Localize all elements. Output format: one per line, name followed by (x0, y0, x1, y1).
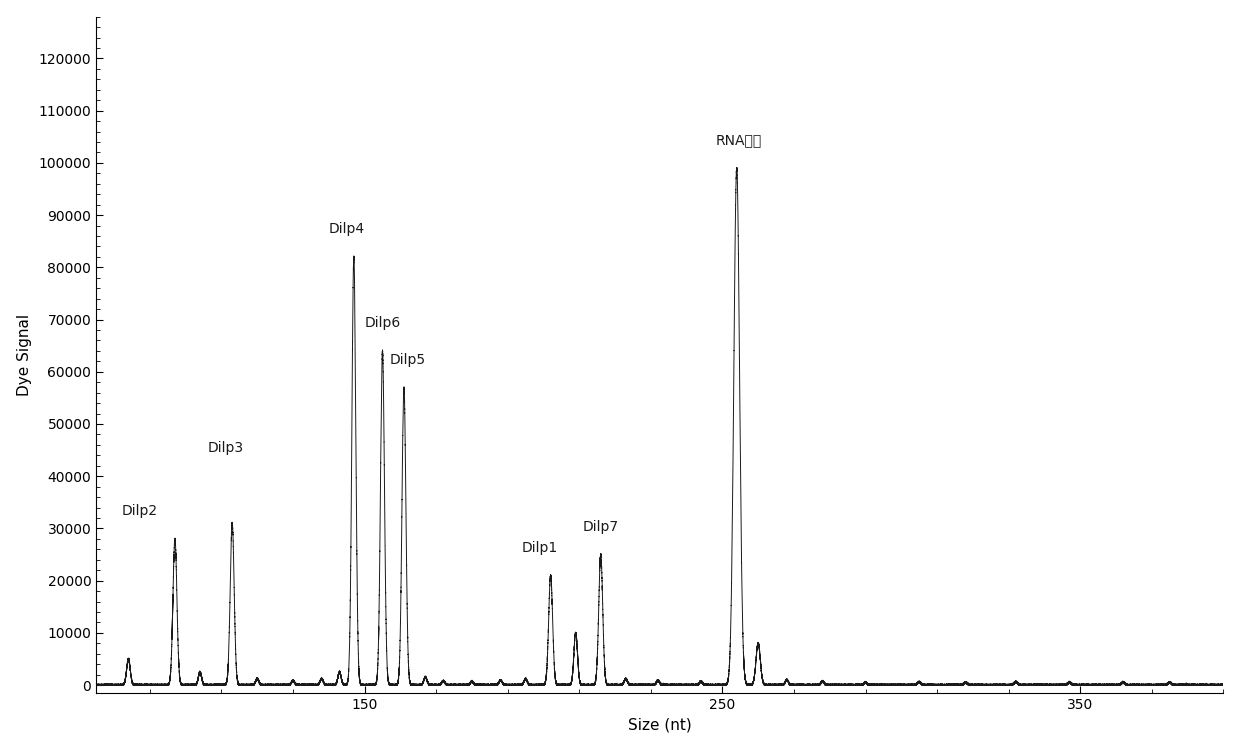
Text: Dilp3: Dilp3 (207, 441, 243, 455)
Text: RNA内参: RNA内参 (715, 133, 761, 148)
Text: Dilp4: Dilp4 (329, 222, 365, 236)
Text: Dilp1: Dilp1 (522, 541, 558, 554)
Text: Dilp6: Dilp6 (365, 316, 401, 330)
X-axis label: Size (nt): Size (nt) (627, 718, 692, 733)
Text: Dilp5: Dilp5 (389, 353, 425, 366)
Text: Dilp7: Dilp7 (583, 520, 619, 533)
Text: Dilp2: Dilp2 (122, 504, 157, 518)
Y-axis label: Dye Signal: Dye Signal (16, 314, 32, 396)
